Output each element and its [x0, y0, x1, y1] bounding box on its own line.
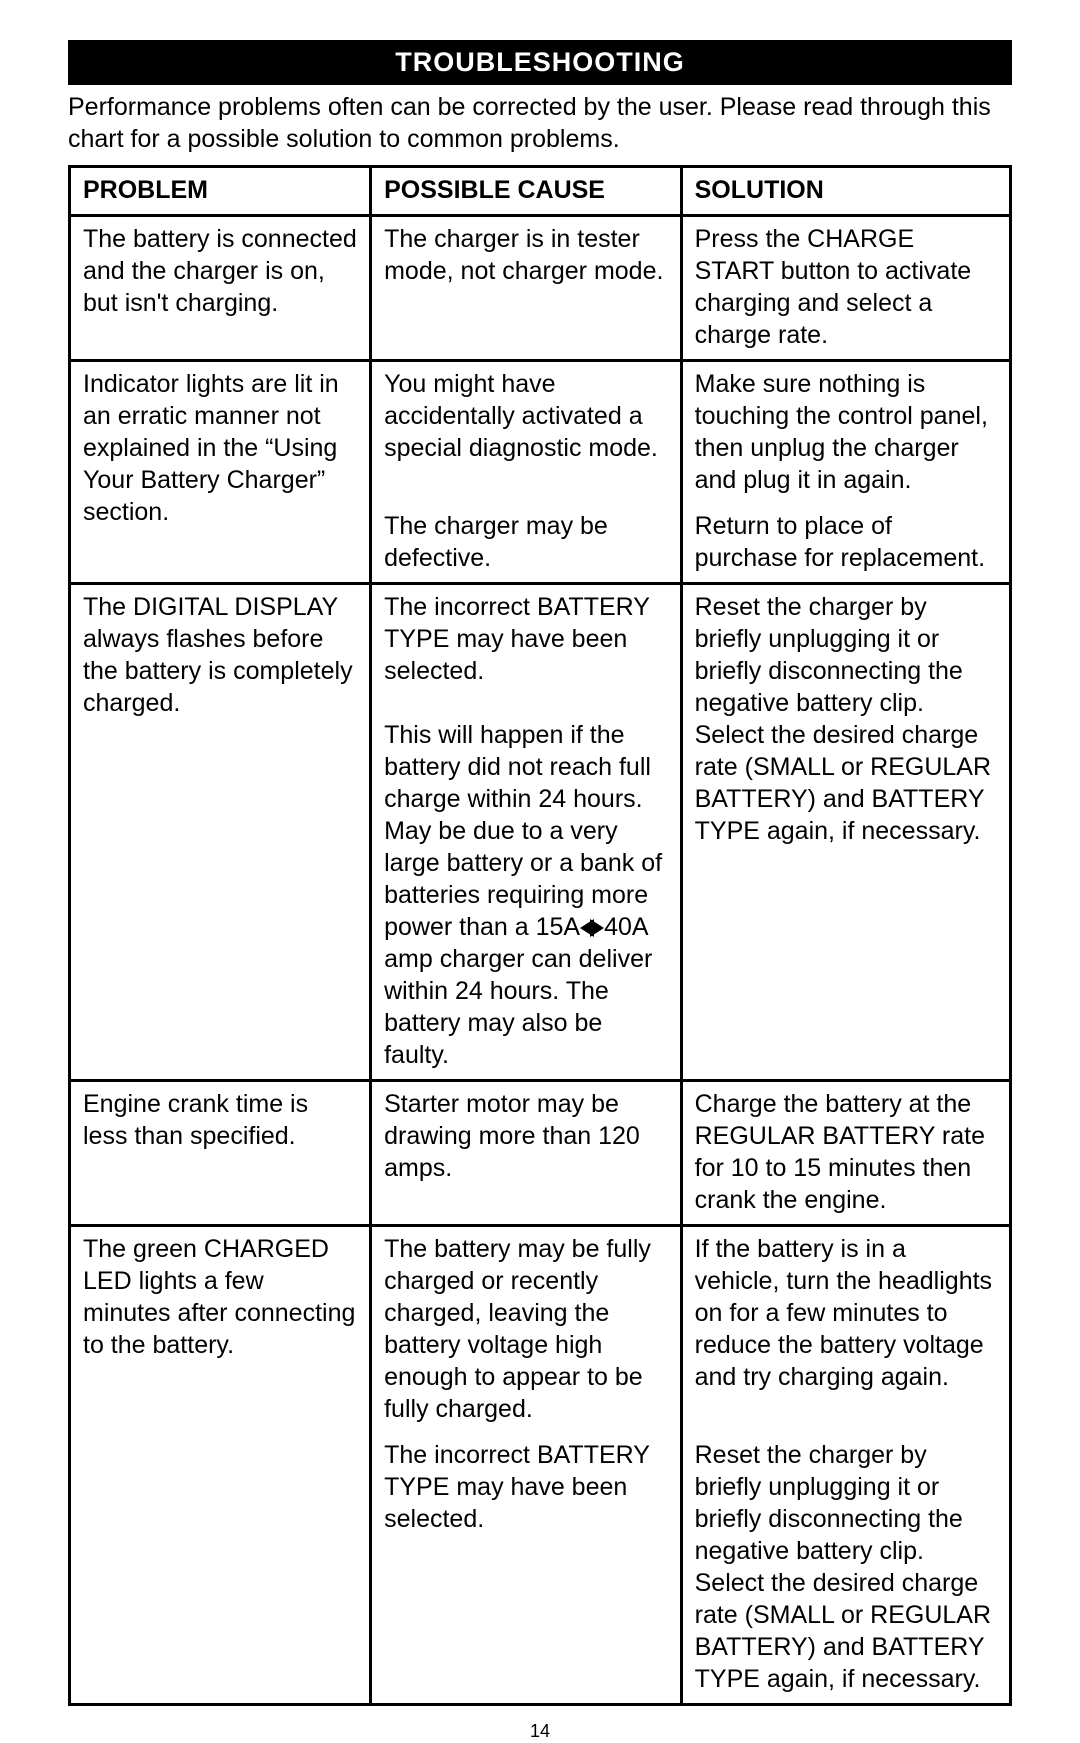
cell-cause: The charger may be defective.: [371, 504, 682, 584]
cell-cause: You might have accidentally activated a …: [371, 360, 682, 504]
table-row: Engine crank time is less than specified…: [70, 1080, 1011, 1225]
cell-cause: The battery may be fully charged or rece…: [371, 1225, 682, 1433]
cell-solution: Charge the battery at the REGULAR BATTER…: [681, 1080, 1010, 1225]
header-solution: SOLUTION: [681, 166, 1010, 215]
cause-paragraph: This will happen if the battery did not …: [384, 721, 662, 941]
triangle-right-icon: [590, 919, 604, 937]
cell-solution: Reset the charger by briefly unplugging …: [681, 1433, 1010, 1705]
cause-paragraph: The incorrect BATTERY TYPE may have been…: [384, 593, 649, 685]
cell-cause: The incorrect BATTERY TYPE may have been…: [371, 583, 682, 1080]
cell-cause: Starter motor may be drawing more than 1…: [371, 1080, 682, 1225]
table-row: The green CHARGED LED lights a few minut…: [70, 1225, 1011, 1433]
table-row: Indicator lights are lit in an erratic m…: [70, 360, 1011, 504]
cell-cause: The charger is in tester mode, not charg…: [371, 215, 682, 360]
cell-problem: The battery is connected and the charger…: [70, 215, 371, 360]
cell-solution: Reset the charger by briefly unplugging …: [681, 583, 1010, 1080]
table-row: The DIGITAL DISPLAY always flashes befor…: [70, 583, 1011, 1080]
intro-text: Performance problems often can be correc…: [68, 91, 1012, 155]
page-number: 14: [68, 1720, 1012, 1743]
cell-solution: If the battery is in a vehicle, turn the…: [681, 1225, 1010, 1433]
header-cause: POSSIBLE CAUSE: [371, 166, 682, 215]
header-problem: PROBLEM: [70, 166, 371, 215]
cell-problem: Engine crank time is less than specified…: [70, 1080, 371, 1225]
cell-solution: Make sure nothing is touching the contro…: [681, 360, 1010, 504]
cell-problem: Indicator lights are lit in an erratic m…: [70, 360, 371, 583]
cell-cause: The incorrect BATTERY TYPE may have been…: [371, 1433, 682, 1705]
cell-problem: The green CHARGED LED lights a few minut…: [70, 1225, 371, 1704]
section-header: TROUBLESHOOTING: [68, 40, 1012, 85]
table-row: The battery is connected and the charger…: [70, 215, 1011, 360]
cell-solution: Return to place of purchase for replacem…: [681, 504, 1010, 584]
troubleshooting-table: PROBLEM POSSIBLE CAUSE SOLUTION The batt…: [68, 165, 1012, 1706]
cell-solution: Press the CHARGE START button to activat…: [681, 215, 1010, 360]
table-header-row: PROBLEM POSSIBLE CAUSE SOLUTION: [70, 166, 1011, 215]
cell-problem: The DIGITAL DISPLAY always flashes befor…: [70, 583, 371, 1080]
